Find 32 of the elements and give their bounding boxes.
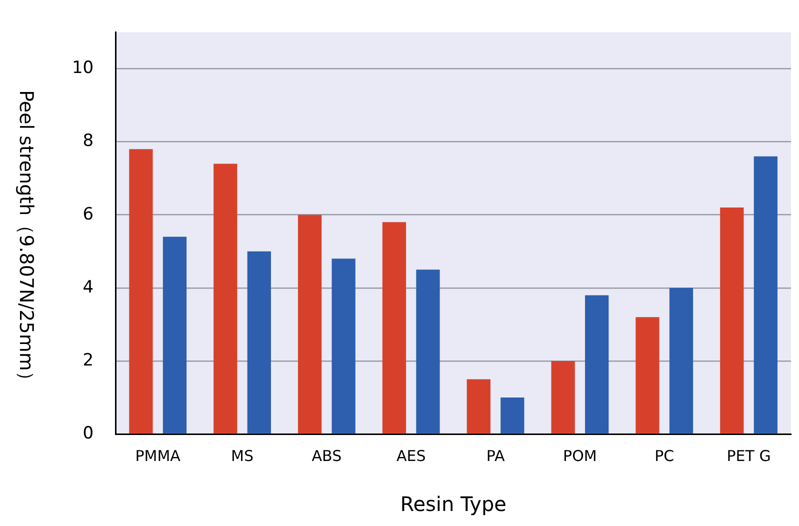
y-tick-label: 6	[82, 204, 94, 224]
bar	[636, 317, 660, 434]
bar	[585, 295, 609, 434]
bar	[247, 251, 271, 434]
x-tick-label: PC	[654, 446, 674, 465]
bar	[129, 149, 153, 434]
bar	[162, 236, 187, 434]
bar	[332, 258, 356, 434]
y-tick-label: 10	[72, 58, 94, 78]
y-tick-label: 0	[82, 423, 94, 444]
x-tick-label: PA	[486, 446, 506, 465]
bar	[754, 156, 778, 434]
bar	[720, 208, 744, 434]
bar	[466, 379, 490, 434]
bar	[298, 214, 322, 434]
y-tick-label: 8	[82, 131, 94, 152]
bar	[214, 164, 238, 434]
y-tick-label: 4	[82, 277, 94, 298]
x-tick-label: PMMA	[135, 446, 182, 465]
bar	[669, 288, 694, 434]
x-axis-title: Resin Type	[400, 492, 506, 516]
x-tick-label: PET G	[726, 446, 771, 465]
bar	[500, 397, 524, 434]
bar	[416, 270, 440, 434]
x-tick-label: MS	[231, 446, 254, 465]
x-tick-label: ABS	[312, 446, 342, 465]
bar	[551, 360, 575, 434]
y-axis-title: Peel strength（9.807N/25mm）	[14, 90, 38, 390]
x-tick-label: AES	[396, 446, 426, 465]
bar	[382, 222, 406, 434]
x-tick-label: POM	[563, 446, 597, 465]
y-tick-label: 2	[82, 350, 94, 370]
